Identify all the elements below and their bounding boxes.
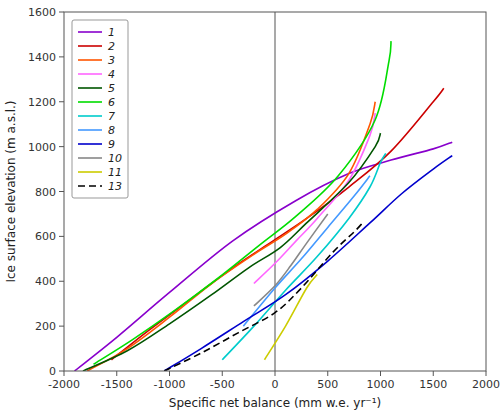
x-tick-label: -1500: [101, 378, 133, 391]
x-tick-label: -500: [210, 378, 235, 391]
y-tick-label: 800: [35, 186, 56, 199]
x-tick: [486, 371, 487, 376]
legend-swatch: [78, 171, 102, 173]
legend-swatch: [78, 59, 102, 61]
x-tick: [433, 371, 434, 376]
legend-swatch: [78, 87, 102, 89]
y-tick: [59, 101, 64, 102]
y-tick: [59, 191, 64, 192]
y-tick-label: 1600: [28, 6, 56, 19]
chart: -2000 -1500 -1000 -500 0 500 1000 1500 2000 0 200 4…: [0, 0, 500, 417]
x-tick: [327, 371, 328, 376]
legend-label: 10: [108, 152, 122, 165]
legend-label: 9: [108, 138, 115, 151]
series-line: [243, 176, 370, 326]
y-tick: [59, 326, 64, 327]
legend-box: [72, 20, 128, 198]
legend-label: 8: [108, 124, 115, 137]
legend-swatch: [78, 45, 102, 47]
y-tick-label: 0: [49, 365, 56, 378]
x-tick: [275, 371, 276, 376]
x-tick: [380, 371, 381, 376]
y-tick: [59, 56, 64, 57]
y-tick-label: 600: [35, 230, 56, 243]
y-tick: [59, 12, 64, 13]
y-tick-label: 1000: [28, 141, 56, 154]
y-tick: [59, 236, 64, 237]
series-line: [164, 156, 452, 371]
series-line: [94, 41, 392, 364]
x-tick: [116, 371, 117, 376]
y-tick-label: 200: [35, 320, 56, 333]
x-tick-label: -1000: [154, 378, 186, 391]
legend-swatch: [78, 31, 102, 33]
y-tick-label: 1400: [28, 51, 56, 64]
x-tick-label: 500: [317, 378, 338, 391]
legend-swatch: [78, 101, 102, 103]
y-axis-label: Ice surface elevation (m a.s.l.): [4, 100, 18, 282]
legend-swatch: [78, 185, 102, 187]
series-line: [87, 102, 375, 371]
y-tick: [59, 281, 64, 282]
y-tick-label: 1200: [28, 96, 56, 109]
x-axis-label: Specific net balance (mm w.e. yr⁻¹): [169, 396, 381, 410]
legend-swatch: [78, 115, 102, 117]
series-line: [75, 142, 453, 371]
x-tick: [169, 371, 170, 376]
x-axis: -2000 -1500 -1000 -500 0 500 1000 1500 2000: [48, 371, 500, 391]
legend-label: 2: [108, 40, 115, 53]
legend-label: 3: [108, 54, 115, 67]
series-line: [254, 113, 375, 284]
zero-line: [274, 12, 275, 371]
legend-label: 6: [108, 96, 115, 109]
y-axis: 0 200 400 600 800 1000 1200 1400 1600: [28, 6, 64, 378]
plot-area: [64, 12, 486, 371]
x-tick-label: 0: [272, 378, 279, 391]
legend-label: 7: [108, 110, 115, 123]
y-tick: [59, 146, 64, 147]
x-tick-label: 2000: [472, 378, 500, 391]
series-line: [264, 275, 317, 360]
x-tick-label: 1500: [419, 378, 447, 391]
series-line: [254, 214, 328, 306]
x-tick-label: 1000: [367, 378, 395, 391]
legend-swatch: [78, 129, 102, 131]
x-tick: [64, 371, 65, 376]
x-tick-label: -2000: [48, 378, 80, 391]
x-tick: [222, 371, 223, 376]
legend-label: 13: [108, 180, 122, 193]
series-line: [164, 223, 362, 371]
series-lines: [75, 41, 453, 371]
y-tick: [59, 371, 64, 372]
legend-swatch: [78, 143, 102, 145]
y-tick-label: 400: [35, 275, 56, 288]
legend-label: 11: [108, 166, 122, 179]
plot-frame: [64, 12, 486, 371]
legend: 123456789101113: [72, 20, 128, 198]
legend-swatch: [78, 157, 102, 159]
legend-label: 5: [108, 82, 115, 95]
legend-swatch: [78, 73, 102, 75]
legend-label: 4: [108, 68, 115, 81]
legend-label: 1: [108, 26, 115, 39]
